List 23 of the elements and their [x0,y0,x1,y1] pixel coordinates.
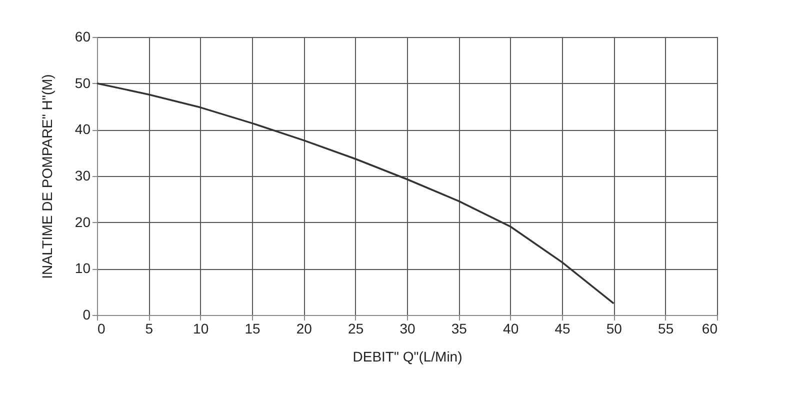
x-tick-label: 5 [145,320,154,336]
y-tick-label: 0 [82,306,91,322]
x-tick-label: 55 [658,320,674,336]
y-tick-label: 30 [74,168,91,184]
y-tick-label: 50 [74,74,91,91]
x-tick-label: 45 [554,320,570,336]
x-tick-label: 20 [296,320,312,336]
x-tick-label: 40 [503,320,519,336]
y-tick-label: 40 [74,121,91,138]
x-axis-title: DEBIT" Q"(L/Min) [352,348,462,364]
y-tick-label: 20 [74,214,91,230]
x-tick-label: 35 [451,320,468,336]
x-tick-label: 15 [244,320,260,336]
y-tick-label: 10 [74,260,91,276]
x-tick-label: 25 [348,320,364,336]
x-tick-label: 30 [400,320,416,336]
y-tick-label: 60 [74,28,91,44]
x-tick-label: 10 [193,320,209,336]
x-tick-label: 50 [606,320,622,336]
x-tick-label: 60 [702,320,718,336]
x-tick-label: 0 [98,320,106,336]
line-series [96,82,615,304]
y-axis-title: INALTIME DE POMPARE" H"(M) [38,74,55,279]
